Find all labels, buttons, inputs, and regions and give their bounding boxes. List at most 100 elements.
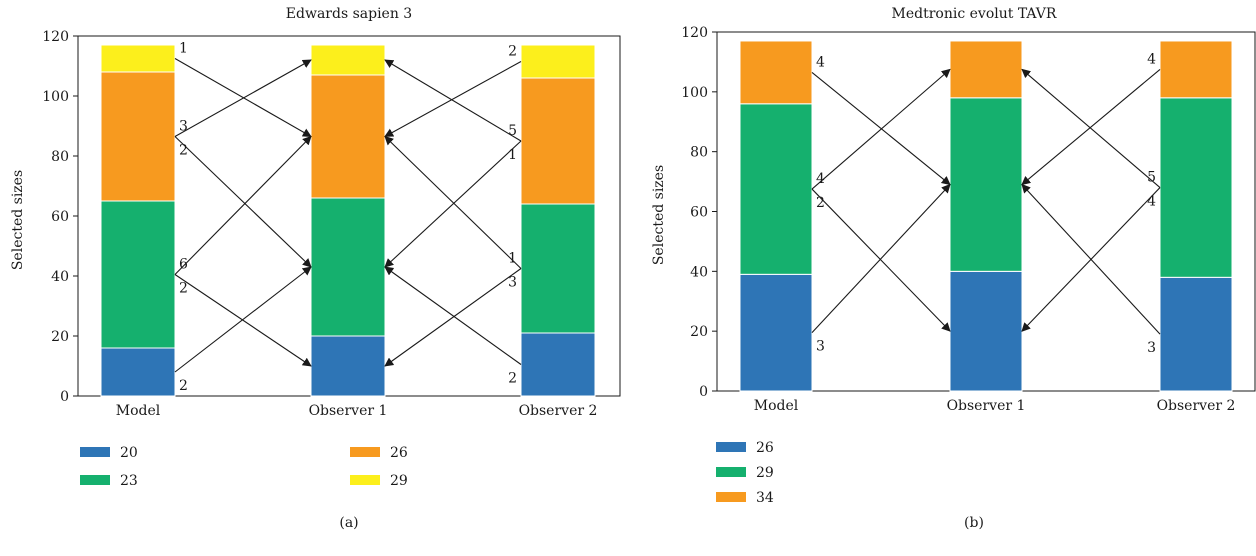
panel-a-title: Edwards sapien 3 bbox=[286, 6, 412, 22]
panel-a-transition-arrow bbox=[174, 135, 312, 275]
panel-b-legend: 26 29 34 bbox=[716, 440, 774, 506]
panel-a-bar-0-series-3 bbox=[100, 44, 176, 73]
panel-a-ytick-label: 100 bbox=[42, 89, 69, 105]
panel-b-ytick-label: 40 bbox=[690, 264, 708, 280]
panel-b-ytick-label: 0 bbox=[699, 384, 708, 400]
panel-a-transition-arrow bbox=[174, 59, 312, 137]
panel-b-transition-count: 3 bbox=[1147, 340, 1156, 356]
panel-a-xtick-label: Model bbox=[116, 403, 161, 419]
panel-b-bar-1-series-0 bbox=[949, 270, 1023, 392]
panel-b-ytick-label: 120 bbox=[681, 25, 708, 41]
panel-a-transition-count: 1 bbox=[508, 147, 517, 163]
panel-b-transition-count: 2 bbox=[816, 195, 825, 211]
panel-a-bar-0-series-1 bbox=[100, 200, 176, 349]
panel-b-transition-count: 3 bbox=[816, 339, 825, 355]
panel-a-bar-1-series-2 bbox=[310, 74, 386, 199]
panel-b-label: (b) bbox=[964, 515, 984, 531]
panel-a-transition-count: 2 bbox=[508, 371, 517, 387]
panel-a-bar-1-series-0 bbox=[310, 335, 386, 397]
panel-a-bar-1-series-3 bbox=[310, 44, 386, 76]
panel-b-transition-arrow bbox=[811, 71, 951, 186]
panel-b-title: Medtronic evolut TAVR bbox=[892, 6, 1057, 22]
panel-a-ytick-label: 40 bbox=[51, 269, 69, 285]
panel-a-transition-count: 2 bbox=[179, 143, 188, 159]
panel-b-legend-swatch-0 bbox=[716, 442, 746, 452]
panel-a-legend-swatch-0 bbox=[80, 447, 110, 457]
panel-b-ytick-label: 20 bbox=[690, 324, 708, 340]
panel-a-transition-count: 1 bbox=[179, 41, 188, 57]
panel-a-transition-arrow bbox=[174, 274, 312, 367]
panel-a-xtick-label: Observer 1 bbox=[309, 403, 388, 419]
panel-b-legend-swatch-2 bbox=[716, 492, 746, 502]
panel-a-transition-count: 3 bbox=[508, 275, 517, 291]
panel-a-legend: 20 23 26 29 bbox=[80, 445, 408, 489]
panel-a-bar-0-series-0 bbox=[100, 347, 176, 397]
panel-b-ytick-label: 80 bbox=[690, 145, 708, 161]
panel-a-legend-label-2: 26 bbox=[390, 445, 408, 461]
panel-b-legend-label-2: 34 bbox=[756, 490, 774, 506]
panel-a-legend-label-3: 29 bbox=[390, 473, 408, 489]
panel-b-transition-count: 4 bbox=[1147, 194, 1156, 210]
panel-a-chart: Edwards sapien 3 Selected sizes 20232629… bbox=[10, 6, 621, 531]
panel-a-ytick-label: 60 bbox=[51, 209, 69, 225]
panel-b-chart: Medtronic evolut TAVR Selected sizes 262… bbox=[651, 6, 1256, 531]
panel-a-transition-arrow bbox=[384, 268, 522, 367]
panel-b-xtick-label: Model bbox=[754, 398, 799, 414]
panel-a-transition-count: 2 bbox=[508, 44, 517, 60]
panel-a-ytick-label: 20 bbox=[51, 329, 69, 345]
panel-b-legend-swatch-1 bbox=[716, 467, 746, 477]
panel-b-bar-2-series-2 bbox=[1159, 40, 1233, 99]
panel-b-transition-count: 5 bbox=[1147, 170, 1156, 186]
panel-a-legend-label-0: 20 bbox=[120, 445, 138, 461]
panel-b-transition-arrow bbox=[1021, 68, 1161, 186]
panel-b-legend-label-1: 29 bbox=[756, 465, 774, 481]
panel-b-bar-0-series-0 bbox=[739, 273, 813, 392]
panel-a-transition-arrow bbox=[384, 59, 522, 142]
panel-b-ylabel: Selected sizes bbox=[651, 165, 667, 265]
panel-a-transition-count: 6 bbox=[179, 257, 188, 273]
panel-b-xtick-label: Observer 1 bbox=[947, 398, 1026, 414]
panel-a-bar-1-series-1 bbox=[310, 197, 386, 337]
panel-b-bar-2-series-0 bbox=[1159, 276, 1233, 392]
panel-b-bar-1-series-2 bbox=[949, 40, 1023, 99]
panel-a-transition-arrow bbox=[384, 140, 522, 268]
panel-a-ylabel: Selected sizes bbox=[10, 170, 26, 270]
panel-b-ytick-label: 100 bbox=[681, 85, 708, 101]
panel-a-ytick-label: 120 bbox=[42, 29, 69, 45]
panel-a-bar-2-series-1 bbox=[520, 203, 596, 334]
panel-b-transition-arrow bbox=[811, 183, 951, 334]
panel-a-transition-arrow bbox=[174, 136, 312, 268]
panel-a-transition-count: 5 bbox=[508, 123, 517, 139]
panel-b-transition-count: 4 bbox=[1147, 51, 1156, 67]
panel-b-xtick-label: Observer 2 bbox=[1157, 398, 1236, 414]
panel-a-transition-count: 1 bbox=[508, 251, 517, 267]
panel-b-transition-count: 4 bbox=[816, 54, 825, 70]
panel-a-ytick-label: 80 bbox=[51, 149, 69, 165]
panel-a-transition-count: 3 bbox=[179, 119, 188, 135]
panel-b-bar-2-series-1 bbox=[1159, 97, 1233, 278]
panel-b-ytick-label: 60 bbox=[690, 205, 708, 221]
panel-a-bar-0-series-2 bbox=[100, 71, 176, 202]
panel-a-bar-2-series-0 bbox=[520, 332, 596, 397]
panel-a-transition-arrow bbox=[174, 266, 312, 373]
panel-a-label: (a) bbox=[339, 515, 358, 531]
panel-a-transition-arrow bbox=[384, 61, 522, 137]
panel-b-bar-0-series-2 bbox=[739, 40, 813, 105]
panel-a-legend-swatch-2 bbox=[350, 447, 380, 457]
panel-a-transition-arrow bbox=[384, 266, 522, 365]
panel-b-bar-0-series-1 bbox=[739, 103, 813, 275]
panel-b-transition-arrow bbox=[811, 68, 951, 190]
panel-a-transition-count: 2 bbox=[179, 378, 188, 394]
panel-b-transition-arrow bbox=[1021, 68, 1161, 188]
panel-a-transition-arrow bbox=[174, 58, 312, 137]
panel-b-transition-count: 4 bbox=[816, 171, 825, 187]
panel-a-legend-swatch-3 bbox=[350, 475, 380, 485]
panel-a-transition-arrow bbox=[384, 135, 522, 269]
panel-a-legend-swatch-1 bbox=[80, 475, 110, 485]
panel-b-bar-1-series-1 bbox=[949, 97, 1023, 272]
panel-a-bar-2-series-2 bbox=[520, 77, 596, 205]
panel-a-legend-label-1: 23 bbox=[120, 473, 138, 489]
panel-b-transition-arrow bbox=[1021, 183, 1161, 335]
panel-b-transition-arrow bbox=[811, 188, 951, 332]
